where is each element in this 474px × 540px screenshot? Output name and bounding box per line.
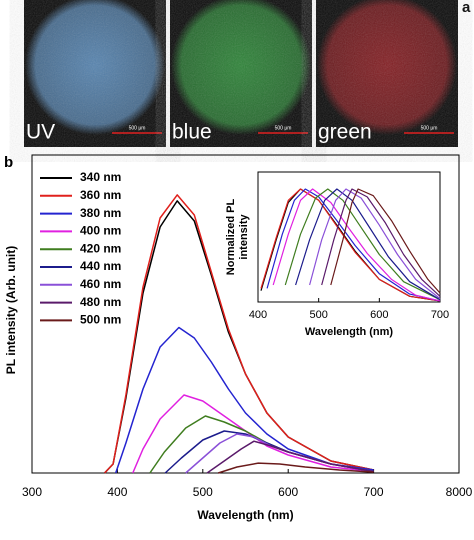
line-series xyxy=(260,188,441,302)
line-series xyxy=(132,394,374,474)
line-series xyxy=(272,188,441,302)
texture xyxy=(316,0,458,147)
texture xyxy=(170,0,312,147)
line-series xyxy=(217,462,374,474)
line-series xyxy=(114,326,374,474)
x-tick-label: 600 xyxy=(278,485,298,499)
x-tick-label: 500 xyxy=(193,485,213,499)
plot-frame xyxy=(31,154,460,474)
line-series xyxy=(309,188,441,300)
line-series xyxy=(104,194,374,474)
legend-label: 380 nm xyxy=(80,206,121,220)
legend-label: 420 nm xyxy=(80,241,121,255)
texture xyxy=(24,0,166,147)
x-tick-label: 700 xyxy=(364,485,384,499)
x-tick-label: 400 xyxy=(249,309,267,321)
x-tick-label: 700 xyxy=(431,309,449,321)
x-tick-label: 500 xyxy=(309,309,327,321)
panel-label: a xyxy=(462,0,471,16)
line-series xyxy=(266,188,441,302)
x-tick-label: 400 xyxy=(107,485,127,499)
panel-label: b xyxy=(4,154,13,171)
line-series xyxy=(284,188,441,301)
legend-label: 360 nm xyxy=(80,188,121,202)
x-tick-label: 600 xyxy=(370,309,388,321)
legend-label: 340 nm xyxy=(80,170,121,184)
legend-label: 500 nm xyxy=(80,313,121,327)
y-axis-label: PL intensity (Arb. unit) xyxy=(4,246,18,374)
line-series xyxy=(206,440,374,474)
inset-y-axis-label: Normalized PL xyxy=(225,199,237,276)
image-label: UV xyxy=(26,121,55,144)
legend-label: 460 nm xyxy=(80,277,121,291)
line-series xyxy=(295,188,441,301)
scale-bar-label: 500 μm xyxy=(421,125,438,131)
x-tick-label: 8000 xyxy=(446,485,473,499)
line-series xyxy=(149,415,374,474)
legend-label: 400 nm xyxy=(80,224,121,238)
scale-bar-label: 500 μm xyxy=(129,125,146,131)
image-label: green xyxy=(318,121,372,144)
line-series xyxy=(321,188,441,297)
x-axis-label: Wavelength (nm) xyxy=(305,326,394,338)
legend-label: 480 nm xyxy=(80,295,121,309)
inset-y-axis-label: intensity xyxy=(238,214,250,260)
legend-label: 440 nm xyxy=(80,259,121,273)
scale-bar-label: 500 μm xyxy=(275,125,292,131)
x-axis-label: Wavelength (nm) xyxy=(197,508,293,522)
x-tick-label: 300 xyxy=(22,485,42,499)
plot-frame xyxy=(257,171,441,303)
line-series xyxy=(330,188,441,294)
image-label: blue xyxy=(172,121,212,144)
